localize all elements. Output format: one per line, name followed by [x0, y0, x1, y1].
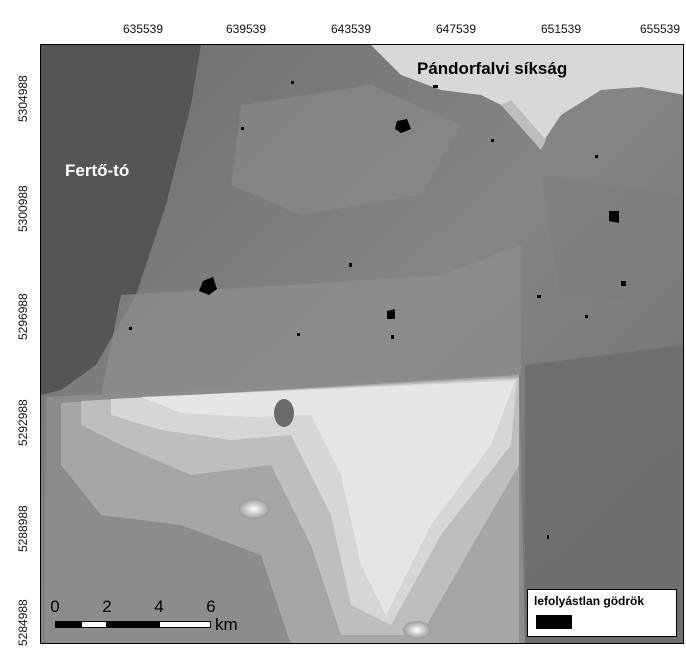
depression	[621, 281, 626, 286]
terrain-band	[231, 85, 461, 215]
depression	[395, 119, 411, 133]
depression	[291, 81, 294, 84]
x-tick-label: 635539	[122, 22, 164, 36]
depression	[547, 535, 549, 539]
right-region	[525, 345, 683, 643]
depression	[433, 85, 438, 88]
legend-swatch	[536, 615, 572, 629]
depression	[241, 127, 244, 130]
y-tick-label: 5292988	[16, 399, 30, 446]
plain-label: Pándorfalvi síkság	[417, 59, 568, 78]
scale-segment	[159, 621, 211, 628]
terrain-band	[101, 245, 521, 395]
y-tick-label: 5300988	[16, 185, 30, 232]
lake-label: Fertő-tó	[65, 161, 130, 180]
scale-segment	[107, 621, 159, 628]
depression	[129, 327, 132, 330]
scale-tick-label: 4	[154, 597, 164, 616]
depression	[537, 295, 541, 298]
x-tick-label: 639539	[225, 22, 267, 36]
x-tick-label: 651539	[540, 22, 582, 36]
map-canvas[interactable]: Pándorfalvi síkság Fertő-tó 0 2 4 6 km l…	[40, 44, 684, 644]
depression	[595, 155, 598, 158]
interp-spot	[403, 621, 431, 639]
y-tick-label: 5304988	[16, 75, 30, 122]
plain-area	[371, 45, 683, 145]
lake-area	[41, 45, 201, 395]
depression	[387, 309, 395, 319]
depression	[297, 333, 300, 336]
x-axis: 635539 639539 643539 647539 651539 65553…	[0, 0, 686, 44]
depression	[199, 277, 217, 295]
scale-segment	[81, 621, 107, 628]
scale-tick-label: 0	[50, 597, 60, 616]
x-tick-label: 647539	[435, 22, 477, 36]
interp-low	[274, 399, 294, 427]
depression	[609, 211, 619, 223]
depression	[491, 139, 494, 142]
depression	[391, 335, 394, 339]
scale-tick-label: 2	[102, 597, 112, 616]
scale-tick-label: 6	[206, 597, 216, 616]
legend: lefolyástlan gödrök	[527, 589, 677, 637]
depression	[349, 263, 352, 267]
scale-segment	[55, 621, 81, 628]
y-tick-label: 5288988	[16, 505, 30, 552]
x-tick-label: 655539	[639, 22, 681, 36]
scale-unit: km	[215, 615, 238, 634]
y-tick-label: 5284988	[16, 599, 30, 646]
scale-bar: 0 2 4 6 km	[50, 597, 251, 637]
interp-core	[141, 381, 515, 615]
legend-title: lefolyástlan gödrök	[534, 594, 645, 608]
depression	[585, 315, 588, 318]
x-tick-label: 643539	[330, 22, 372, 36]
y-tick-label: 5296988	[16, 293, 30, 340]
terrain-svg	[41, 45, 683, 643]
interp-spot	[238, 499, 270, 519]
plain-channel	[501, 100, 546, 150]
terrain-band	[541, 175, 683, 305]
